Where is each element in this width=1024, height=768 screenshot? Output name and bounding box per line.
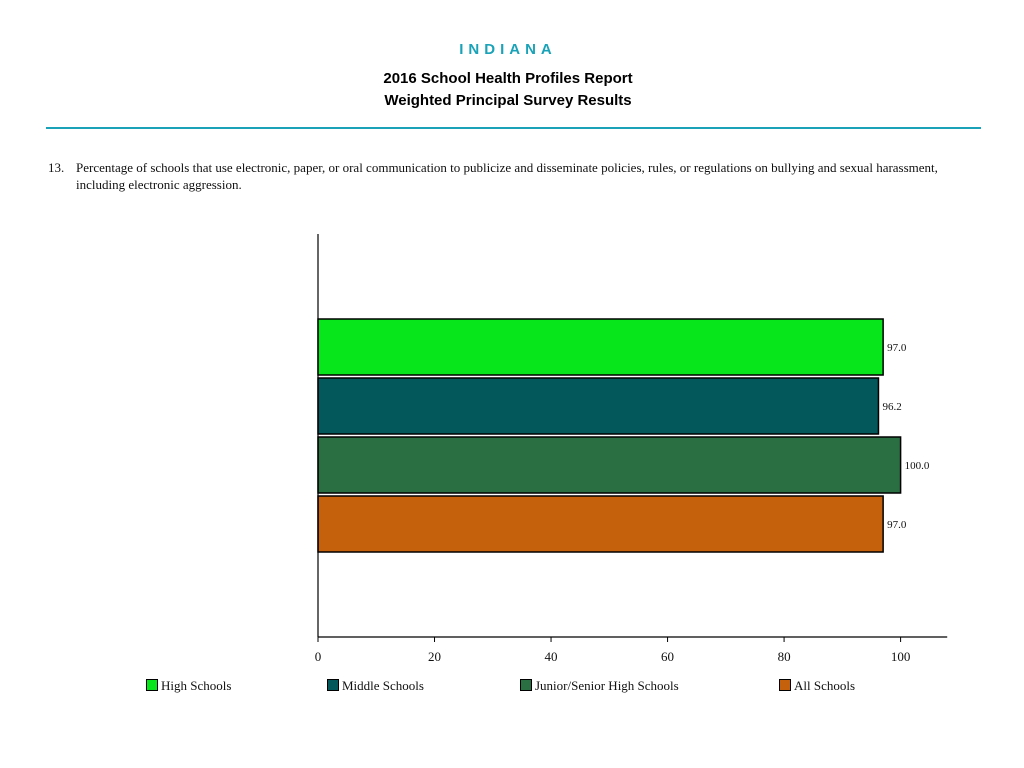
legend-label: Junior/Senior High Schools xyxy=(535,678,679,693)
question-number: 13. xyxy=(48,160,65,175)
bar-middle-schools xyxy=(317,377,880,435)
data-label: 97.0 xyxy=(887,519,907,531)
data-label: 97.0 xyxy=(887,342,907,354)
question-text: Percentage of schools that use electroni… xyxy=(76,160,938,192)
x-tick-label: 0 xyxy=(315,649,322,664)
x-tick-label: 60 xyxy=(661,649,674,664)
legend-label: All Schools xyxy=(794,678,856,693)
state-title: INDIANA xyxy=(459,41,557,58)
x-tick-label: 20 xyxy=(428,649,441,664)
bar-high-schools xyxy=(317,318,884,376)
legend-item: High Schools xyxy=(146,678,231,694)
header-divider xyxy=(46,127,981,129)
data-label: 96.2 xyxy=(882,401,901,413)
x-tick-label: 80 xyxy=(778,649,791,664)
x-tick-label: 100 xyxy=(891,649,911,664)
legend-label: High Schools xyxy=(161,678,232,693)
x-tick-label: 40 xyxy=(545,649,558,664)
legend-swatch xyxy=(520,679,532,691)
legend-swatch xyxy=(327,679,339,691)
question: 13. Percentage of schools that use elect… xyxy=(48,159,948,193)
legend-swatch xyxy=(779,679,791,691)
bar-all-schools xyxy=(317,495,884,553)
legend-item: Junior/Senior High Schools xyxy=(520,678,679,694)
report-title: 2016 School Health Profiles Report xyxy=(383,70,633,87)
chart-legend: High Schools Middle Schools Junior/Senior … xyxy=(0,678,1024,694)
report-subtitle: Weighted Principal Survey Results xyxy=(384,92,632,109)
legend-label: Middle Schools xyxy=(342,678,424,693)
legend-item: All Schools xyxy=(779,678,855,694)
bar-junior-senior-high-schools xyxy=(317,436,902,494)
legend-item: Middle Schools xyxy=(327,678,424,694)
legend-swatch xyxy=(146,679,158,691)
data-label: 100.0 xyxy=(905,460,930,472)
